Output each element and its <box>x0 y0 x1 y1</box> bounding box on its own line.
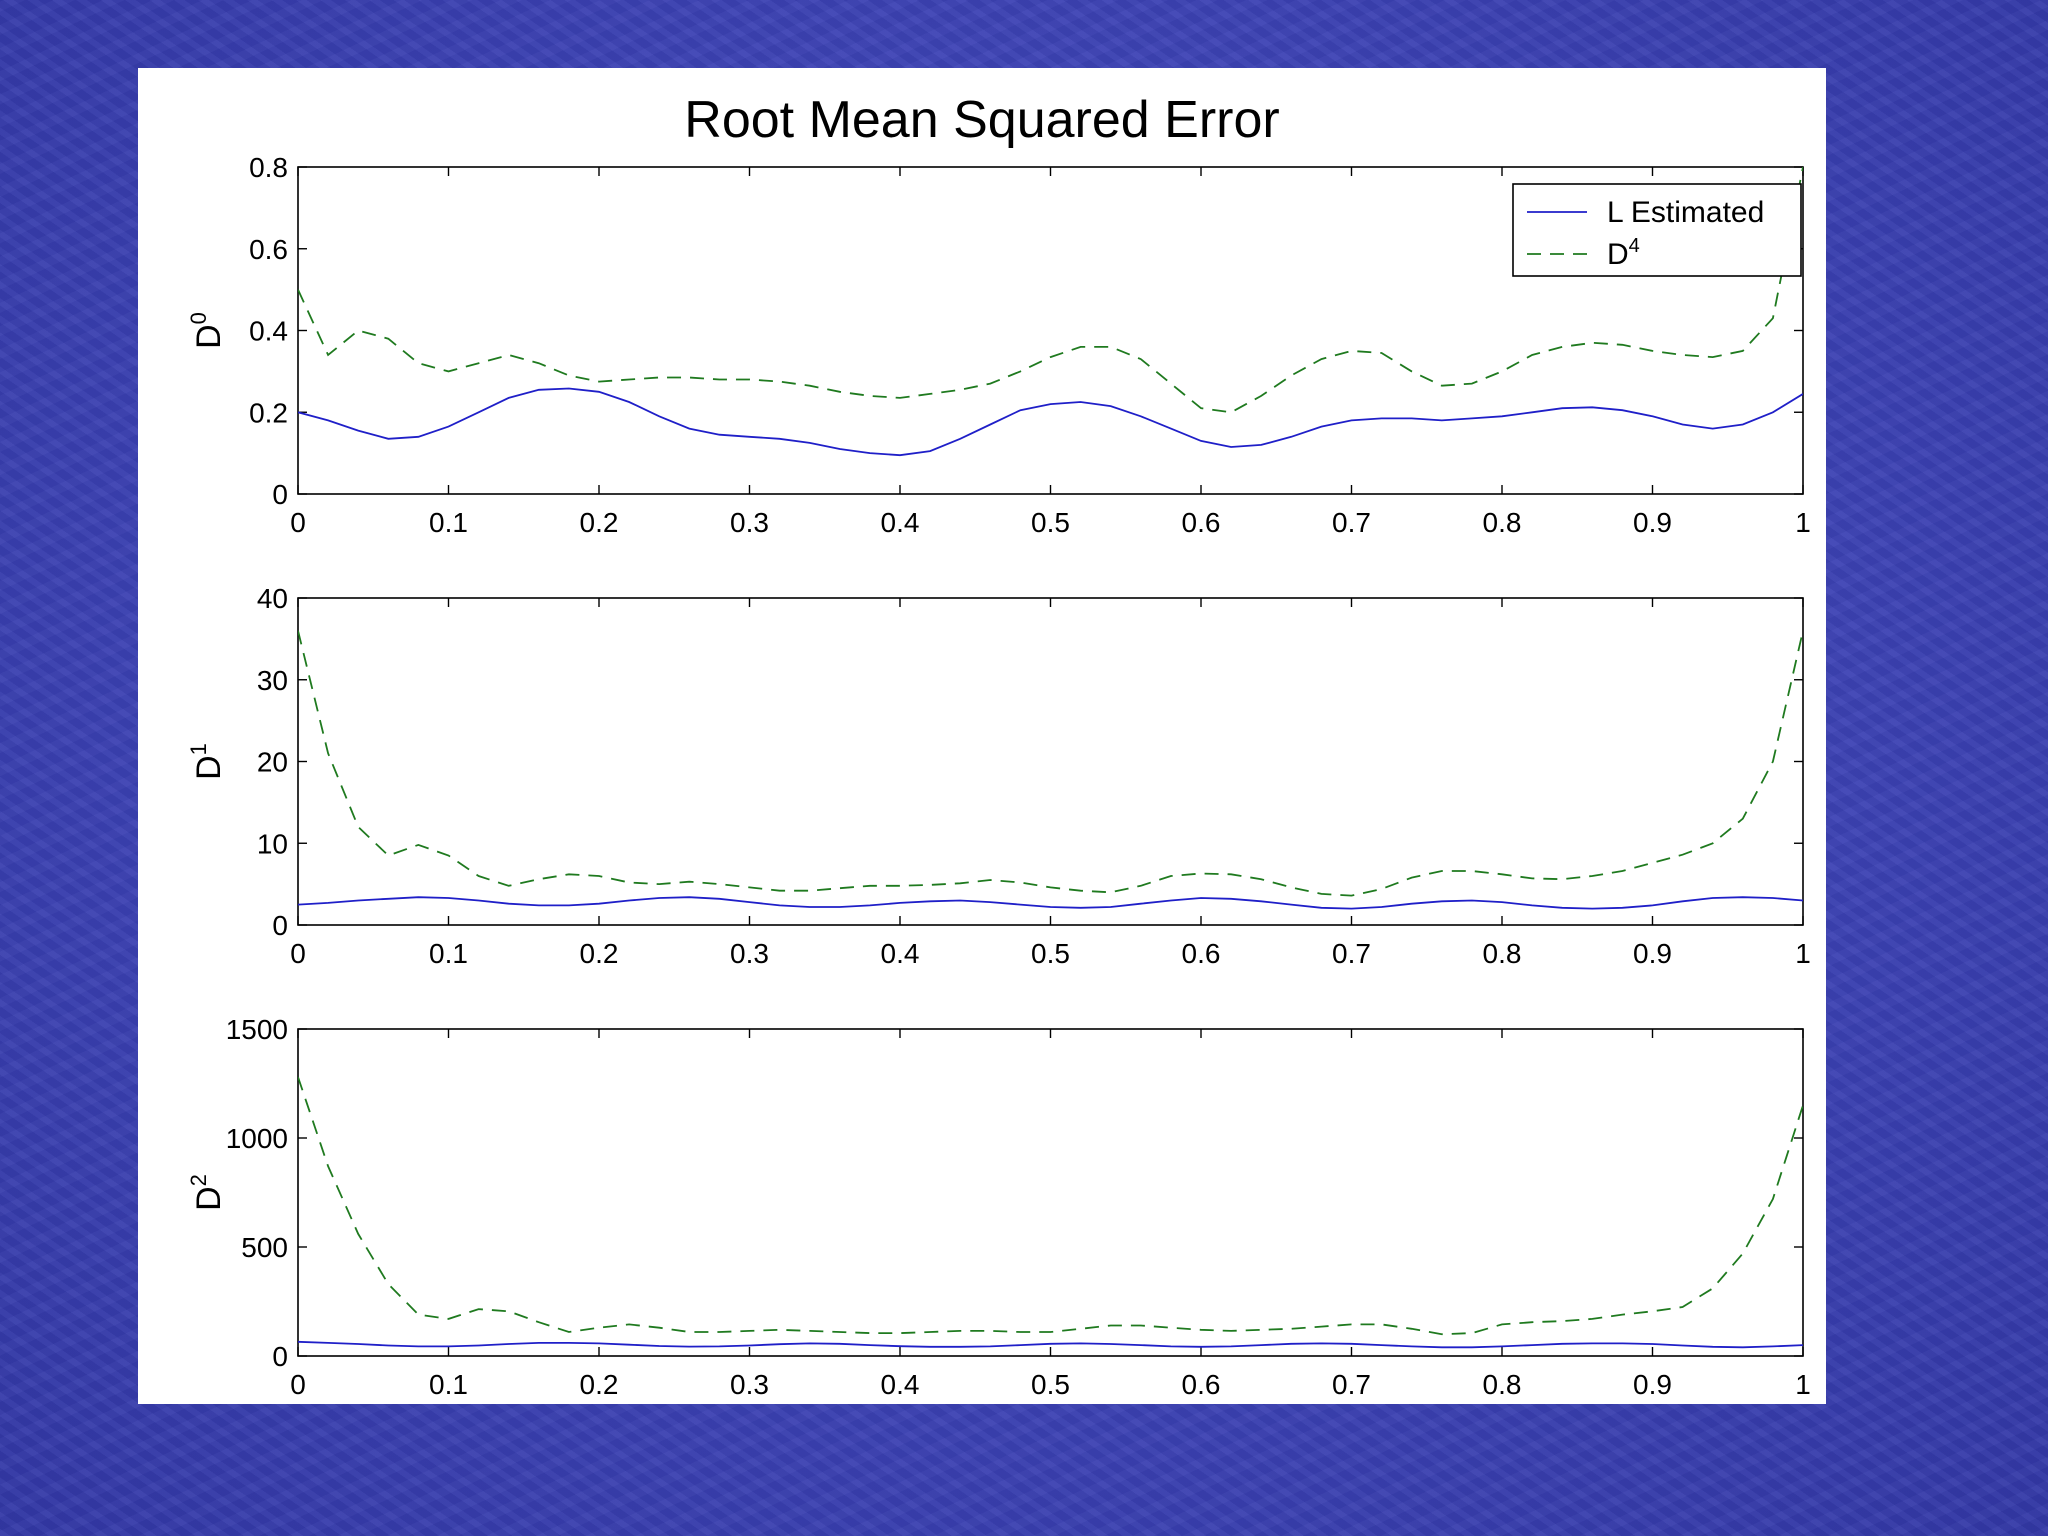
y-axis-label: D2 <box>186 1174 228 1211</box>
x-tick-label: 0.7 <box>1332 507 1371 538</box>
x-tick-label: 0.8 <box>1483 938 1522 969</box>
y-tick-label: 500 <box>241 1232 288 1263</box>
x-tick-label: 0.4 <box>881 1369 920 1400</box>
series-line-d4 <box>298 1076 1803 1336</box>
x-tick-label: 0.1 <box>429 507 468 538</box>
y-tick-label: 0.8 <box>249 152 288 183</box>
x-tick-label: 0 <box>290 1369 306 1400</box>
legend-box <box>1512 183 1802 277</box>
x-tick-label: 0.5 <box>1031 507 1070 538</box>
series-line-l-estimated <box>298 1340 1803 1349</box>
x-tick-label: 0.2 <box>580 938 619 969</box>
x-tick-label: 0.3 <box>730 938 769 969</box>
x-tick-label: 0.7 <box>1332 1369 1371 1400</box>
axes-box <box>297 597 1804 926</box>
x-tick-label: 0.9 <box>1633 507 1672 538</box>
y-tick-label: 0.2 <box>249 397 288 428</box>
x-tick-label: 1 <box>1795 938 1811 969</box>
series-line-d4 <box>298 167 1803 414</box>
y-tick-label: 0 <box>272 1341 288 1372</box>
x-tick-label: 0.3 <box>730 1369 769 1400</box>
y-tick-label: 20 <box>257 747 288 778</box>
x-tick-label: 1 <box>1795 507 1811 538</box>
figure-panel: Root Mean Squared Error 0 0.1 0.2 0.3 0.4 0.5… <box>138 68 1826 1404</box>
x-tick-label: 0.2 <box>580 1369 619 1400</box>
y-tick-label: 1500 <box>226 1014 288 1045</box>
x-tick-label: 0.1 <box>429 938 468 969</box>
legend-label-l-estimated: L Estimated <box>1607 196 1764 229</box>
axes-box <box>297 1028 1804 1357</box>
series-line-d4 <box>298 630 1803 897</box>
y-tick-label: 10 <box>257 828 288 859</box>
chart-title: Root Mean Squared Error <box>684 91 1280 149</box>
x-tick-label: 0.6 <box>1182 1369 1221 1400</box>
x-tick-label: 0.4 <box>881 938 920 969</box>
y-axis-label: D1 <box>186 743 228 780</box>
x-tick-label: 0.7 <box>1332 938 1371 969</box>
legend-label-d4: D4 <box>1607 235 1640 271</box>
x-tick-label: 0.3 <box>730 507 769 538</box>
subplot-3: 0 0.1 0.2 0.3 0.4 0.5 0.6 0.7 0.8 0.9 1 0 500 1000 150… <box>186 1014 1811 1400</box>
y-axis-label: D0 <box>186 312 228 349</box>
x-tick-label: 0.9 <box>1633 938 1672 969</box>
x-tick-label: 0.1 <box>429 1369 468 1400</box>
legend: L Estimated D4 <box>1512 183 1802 277</box>
x-tick-label: 0.5 <box>1031 1369 1070 1400</box>
y-tick-label: 40 <box>257 583 288 614</box>
series-line-l-estimated <box>298 387 1803 457</box>
chart-svg: 0 0.1 0.2 0.3 0.4 0.5 0.6 0.7 0.8 0.9 100.20.40.60… <box>186 152 1811 1400</box>
y-tick-label: 1000 <box>226 1123 288 1154</box>
x-tick-label: 0.6 <box>1182 938 1221 969</box>
y-tick-label: 30 <box>257 665 288 696</box>
x-tick-label: 0.9 <box>1633 1369 1672 1400</box>
x-tick-label: 0.8 <box>1483 507 1522 538</box>
x-tick-label: 0 <box>290 938 306 969</box>
y-tick-label: 0.4 <box>249 316 288 347</box>
x-tick-label: 0.2 <box>580 507 619 538</box>
y-tick-label: 0 <box>272 910 288 941</box>
y-tick-label: 0.6 <box>249 234 288 265</box>
x-tick-label: 0.8 <box>1483 1369 1522 1400</box>
x-tick-label: 0 <box>290 507 306 538</box>
x-tick-label: 1 <box>1795 1369 1811 1400</box>
x-tick-label: 0.5 <box>1031 938 1070 969</box>
y-tick-label: 0 <box>272 479 288 510</box>
x-tick-label: 0.6 <box>1182 507 1221 538</box>
x-tick-label: 0.4 <box>881 507 920 538</box>
subplot-1: 0 0.1 0.2 0.3 0.4 0.5 0.6 0.7 0.8 0.9 1 0 0.2 0.4 0.6 0… <box>186 152 1811 538</box>
series-line-l-estimated <box>298 896 1803 910</box>
